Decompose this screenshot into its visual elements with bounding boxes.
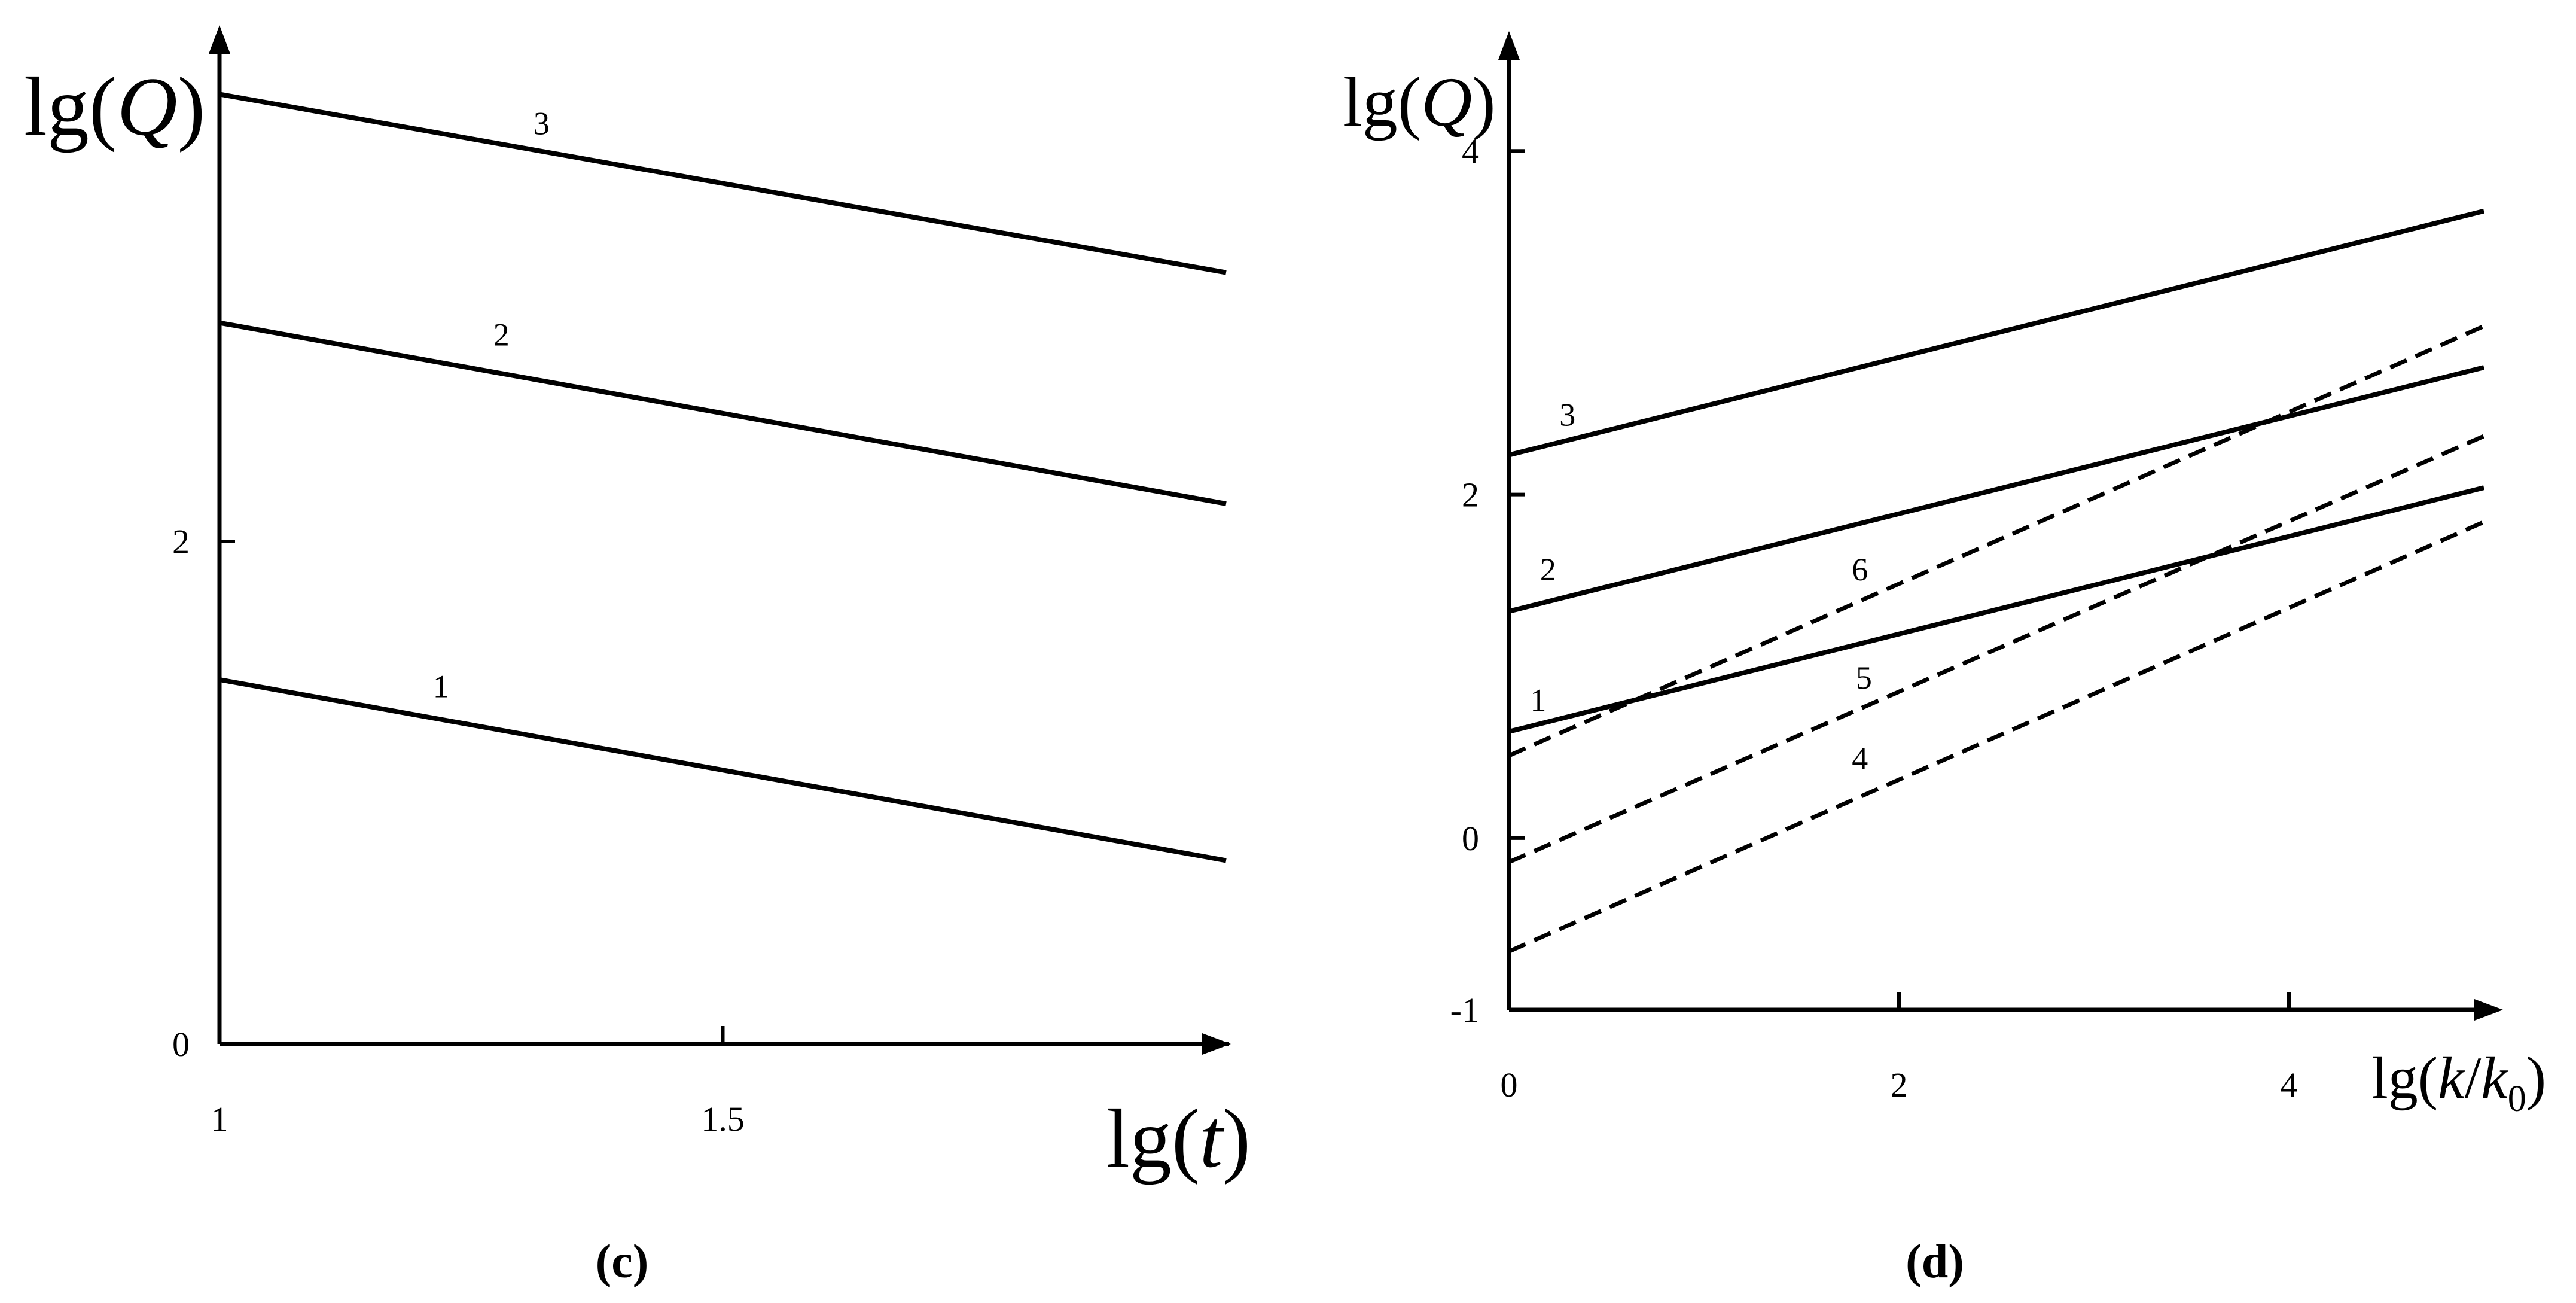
y-axis-label: lg(Q) [24, 60, 205, 153]
chart-panel-c: 1 1.5 0 2 1 2 3 lg(Q) lg(t) (c) [24, 25, 1251, 1288]
series-label-2: 2 [1540, 552, 1556, 587]
x-tick-label: 4 [2281, 1065, 2298, 1104]
series-line-1 [1508, 485, 2484, 734]
series-label-1: 1 [433, 668, 449, 704]
x-tick-label: 2 [1891, 1065, 1908, 1104]
series-line-2 [1508, 365, 2484, 614]
y-axis-label: lg(Q) [1343, 63, 1496, 141]
series-line-5 [1508, 434, 2485, 864]
x-tick-label: 1 [211, 1100, 228, 1138]
y-tick-label: 4 [1462, 132, 1479, 171]
x-axis-label: lg(k/k0) [2371, 1045, 2546, 1119]
series-line-1 [219, 677, 1227, 863]
y-tick-label: 2 [1462, 476, 1479, 514]
x-axis-arrow [1202, 1033, 1231, 1055]
series-label-6: 6 [1852, 552, 1868, 587]
series-line-3 [1508, 208, 2484, 458]
series-label-5: 5 [1856, 660, 1872, 696]
y-tick-label: -1 [1450, 991, 1479, 1030]
chart-panel-d: 0 2 4 -1 0 2 4 1 2 3 4 5 6 lg(Q) lg(k/k0) (d) [1343, 31, 2546, 1288]
y-tick-label: 2 [172, 522, 190, 561]
panel-label: (c) [596, 1235, 649, 1288]
y-axis-arrow [209, 25, 230, 54]
y-tick-label: 0 [1462, 819, 1479, 858]
series-line-3 [219, 92, 1227, 275]
y-tick-label: 0 [172, 1025, 190, 1064]
panel-label: (d) [1906, 1235, 1964, 1288]
x-axis-label: lg(t) [1106, 1092, 1251, 1185]
x-axis-arrow [2474, 999, 2503, 1021]
series-label-3: 3 [1559, 397, 1575, 433]
series-label-2: 2 [493, 316, 510, 352]
series-line-6 [1508, 324, 2485, 758]
series-line-2 [219, 320, 1227, 506]
x-tick-label: 0 [1501, 1065, 1518, 1104]
x-tick-label: 1.5 [701, 1100, 745, 1138]
series-label-4: 4 [1852, 741, 1868, 777]
y-axis-arrow [1498, 31, 1520, 60]
series-label-1: 1 [1530, 682, 1546, 718]
series-line-4 [1508, 520, 2485, 954]
series-label-3: 3 [534, 106, 550, 142]
